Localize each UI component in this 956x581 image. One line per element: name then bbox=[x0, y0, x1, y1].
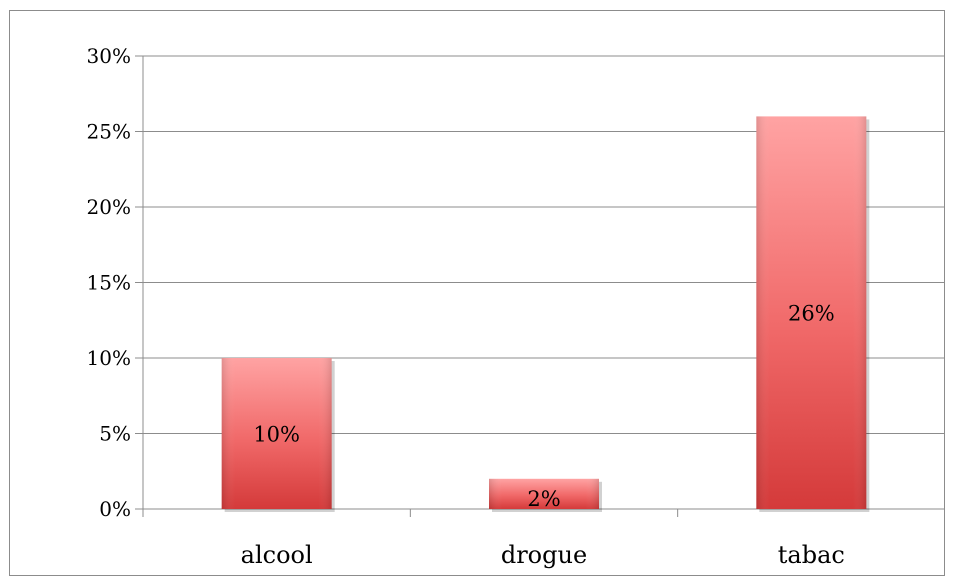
category-label-drogue: drogue bbox=[501, 541, 587, 569]
bar-sheen-tabac bbox=[756, 116, 867, 510]
bars bbox=[221, 116, 870, 513]
bar-sheen-alcool bbox=[221, 358, 332, 509]
y-tick-label: 15% bbox=[87, 271, 131, 295]
category-label-tabac: tabac bbox=[778, 541, 845, 569]
y-tick-label: 10% bbox=[87, 346, 131, 370]
axes bbox=[142, 56, 679, 517]
y-tick-label: 0% bbox=[99, 497, 131, 521]
category-label-alcool: alcool bbox=[241, 541, 313, 569]
bar-sheen-drogue bbox=[489, 478, 599, 509]
y-tick-label: 30% bbox=[87, 44, 131, 68]
data-label-drogue: 2% bbox=[527, 487, 560, 511]
y-tick-label: 25% bbox=[87, 120, 131, 144]
y-tick-label: 20% bbox=[87, 195, 131, 219]
data-label-tabac: 26% bbox=[788, 302, 835, 326]
y-tick-label: 5% bbox=[99, 422, 131, 446]
data-label-alcool: 10% bbox=[253, 423, 300, 447]
labels: 0% 5% 10% 15% 20% 25% 30% 10% alcool 2% drogue 26% t… bbox=[87, 44, 845, 569]
